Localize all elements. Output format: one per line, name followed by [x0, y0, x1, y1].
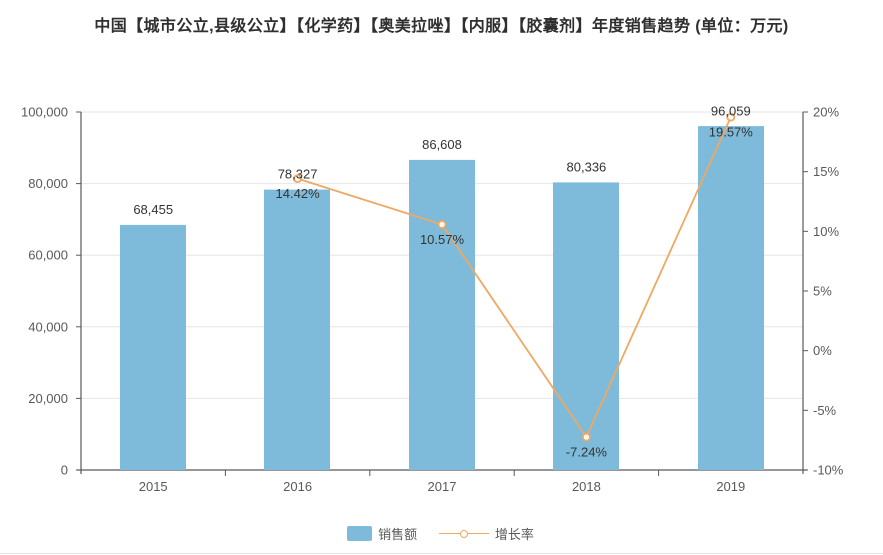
svg-text:15%: 15%	[813, 164, 839, 179]
svg-text:20%: 20%	[813, 105, 839, 120]
svg-text:2017: 2017	[428, 479, 457, 494]
svg-text:10%: 10%	[813, 224, 839, 239]
svg-text:-7.24%: -7.24%	[566, 445, 608, 460]
svg-text:2019: 2019	[716, 479, 745, 494]
svg-text:78,327: 78,327	[278, 167, 318, 182]
svg-text:2015: 2015	[139, 479, 168, 494]
svg-text:80,336: 80,336	[567, 160, 607, 175]
svg-text:-5%: -5%	[813, 403, 837, 418]
svg-text:0%: 0%	[813, 343, 832, 358]
svg-text:68,455: 68,455	[133, 202, 173, 217]
svg-text:14.42%: 14.42%	[276, 186, 321, 201]
svg-text:96,059: 96,059	[711, 104, 751, 119]
svg-text:2016: 2016	[283, 479, 312, 494]
svg-text:5%: 5%	[813, 284, 832, 299]
svg-text:40,000: 40,000	[28, 319, 68, 334]
svg-text:20,000: 20,000	[28, 391, 68, 406]
svg-text:60,000: 60,000	[28, 248, 68, 263]
svg-text:100,000: 100,000	[21, 105, 68, 120]
svg-text:10.57%: 10.57%	[420, 232, 465, 247]
svg-text:-10%: -10%	[813, 463, 844, 478]
svg-text:86,608: 86,608	[422, 137, 462, 152]
svg-text:2018: 2018	[572, 479, 601, 494]
svg-text:19.57%: 19.57%	[709, 125, 754, 140]
svg-text:0: 0	[61, 463, 68, 478]
svg-text:80,000: 80,000	[28, 176, 68, 191]
